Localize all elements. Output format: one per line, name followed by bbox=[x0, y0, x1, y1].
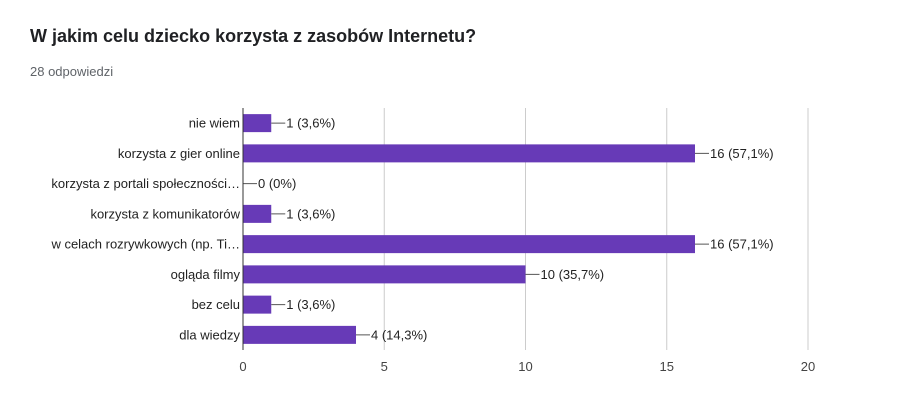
data-label: 4 (14,3%) bbox=[371, 327, 427, 342]
x-tick-label: 15 bbox=[660, 359, 674, 374]
bar bbox=[243, 204, 272, 223]
x-tick-label: 5 bbox=[381, 359, 388, 374]
data-label: 16 (57,1%) bbox=[710, 237, 774, 252]
category-label: korzysta z portali społeczności… bbox=[51, 176, 240, 191]
x-tick-label: 20 bbox=[801, 359, 815, 374]
x-tick-label: 10 bbox=[518, 359, 532, 374]
bar bbox=[243, 265, 526, 284]
category-label: dla wiedzy bbox=[179, 327, 240, 342]
data-label: 10 (35,7%) bbox=[541, 267, 605, 282]
category-label: nie wiem bbox=[189, 116, 240, 131]
data-label: 16 (57,1%) bbox=[710, 146, 774, 161]
bar bbox=[243, 235, 695, 254]
data-label: 1 (3,6%) bbox=[286, 297, 335, 312]
x-tick-label: 0 bbox=[239, 359, 246, 374]
response-count: 28 odpowiedzi bbox=[30, 64, 114, 79]
bar bbox=[243, 114, 272, 133]
question-title: W jakim celu dziecko korzysta z zasobów … bbox=[30, 26, 477, 46]
category-label: ogląda filmy bbox=[171, 267, 241, 282]
category-label: korzysta z komunikatorów bbox=[90, 206, 240, 221]
category-label: w celach rozrywkowych (np. Ti… bbox=[50, 237, 240, 252]
bar bbox=[243, 325, 356, 344]
category-label: korzysta z gier online bbox=[118, 146, 240, 161]
data-label: 1 (3,6%) bbox=[286, 206, 335, 221]
data-label: 0 (0%) bbox=[258, 176, 296, 191]
bar bbox=[243, 144, 695, 163]
category-label: bez celu bbox=[192, 297, 240, 312]
data-label: 1 (3,6%) bbox=[286, 116, 335, 131]
bar bbox=[243, 295, 272, 314]
